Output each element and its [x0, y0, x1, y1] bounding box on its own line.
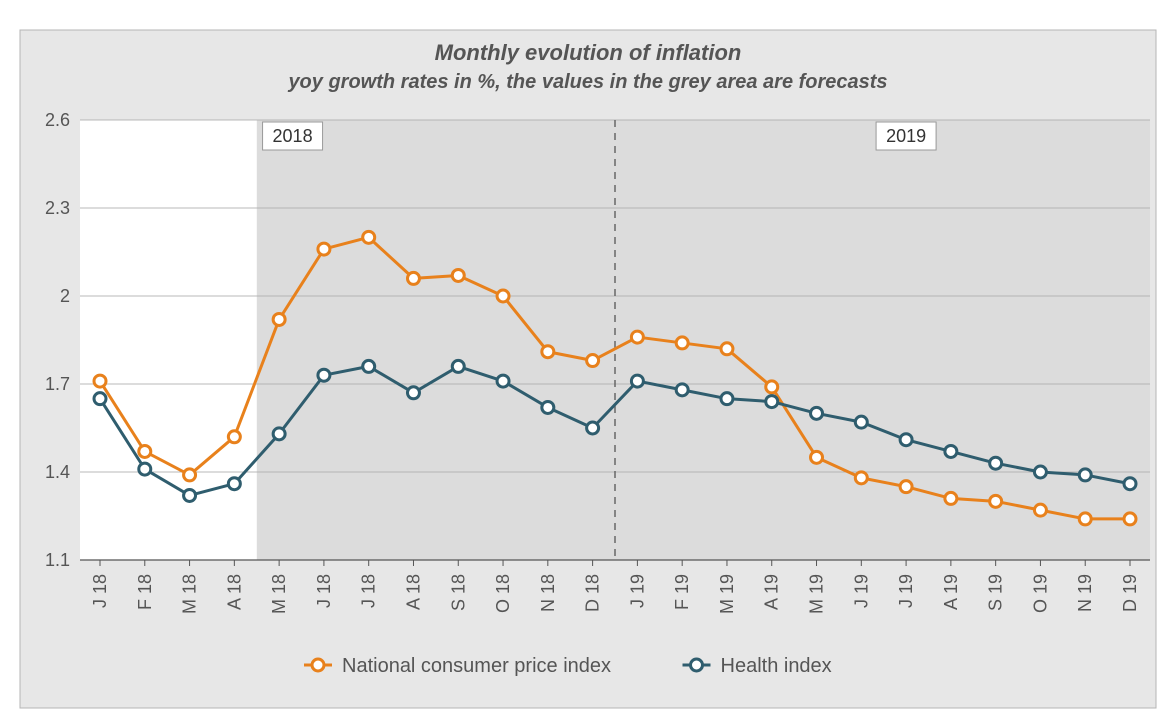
x-tick-label: F 19: [672, 574, 692, 610]
year-label: 2019: [886, 126, 926, 146]
series-marker: [542, 346, 554, 358]
series-marker: [228, 478, 240, 490]
series-marker: [363, 231, 375, 243]
series-marker: [273, 313, 285, 325]
series-marker: [1034, 466, 1046, 478]
series-marker: [184, 489, 196, 501]
x-tick-label: J 18: [314, 574, 334, 608]
x-tick-label: M 19: [717, 574, 737, 614]
series-marker: [1079, 469, 1091, 481]
series-marker: [855, 472, 867, 484]
x-tick-label: M 18: [180, 574, 200, 614]
series-marker: [990, 457, 1002, 469]
x-tick-label: O 18: [493, 574, 513, 613]
legend-label: National consumer price index: [342, 655, 611, 677]
x-tick-label: J 19: [851, 574, 871, 608]
series-marker: [497, 290, 509, 302]
y-tick-label: 1.1: [45, 550, 70, 570]
series-marker: [94, 393, 106, 405]
x-tick-label: A 19: [762, 574, 782, 610]
series-marker: [139, 445, 151, 457]
x-tick-label: S 19: [986, 574, 1006, 611]
x-tick-label: F 18: [135, 574, 155, 610]
series-marker: [811, 451, 823, 463]
series-marker: [273, 428, 285, 440]
x-tick-label: O 19: [1030, 574, 1050, 613]
legend-marker-sample: [312, 659, 324, 671]
legend-marker-sample: [691, 659, 703, 671]
series-marker: [407, 272, 419, 284]
legend-label: Health index: [721, 655, 832, 677]
series-marker: [676, 384, 688, 396]
chart-subtitle: yoy growth rates in %, the values in the…: [287, 71, 887, 93]
x-tick-label: A 18: [224, 574, 244, 610]
x-tick-label: S 18: [448, 574, 468, 611]
series-marker: [497, 375, 509, 387]
series-marker: [542, 401, 554, 413]
series-marker: [766, 396, 778, 408]
series-marker: [407, 387, 419, 399]
x-tick-label: N 18: [538, 574, 558, 612]
x-tick-label: D 18: [583, 574, 603, 612]
series-marker: [94, 375, 106, 387]
chart-title: Monthly evolution of inflation: [435, 40, 742, 65]
x-tick-label: J 18: [90, 574, 110, 608]
y-tick-label: 1.4: [45, 462, 70, 482]
inflation-chart: Monthly evolution of inflation yoy growth…: [0, 0, 1176, 728]
series-marker: [721, 343, 733, 355]
series-marker: [945, 492, 957, 504]
series-marker: [318, 369, 330, 381]
x-tick-label: M 19: [807, 574, 827, 614]
y-tick-label: 2: [60, 286, 70, 306]
series-marker: [587, 422, 599, 434]
series-marker: [900, 434, 912, 446]
x-tick-label: J 19: [627, 574, 647, 608]
forecast-region: [257, 120, 1150, 560]
x-tick-label: N 19: [1075, 574, 1095, 612]
series-marker: [228, 431, 240, 443]
series-marker: [811, 407, 823, 419]
series-marker: [1079, 513, 1091, 525]
x-tick-label: J 18: [359, 574, 379, 608]
series-marker: [945, 445, 957, 457]
year-label: 2018: [273, 126, 313, 146]
series-marker: [900, 481, 912, 493]
x-tick-label: A 19: [941, 574, 961, 610]
series-marker: [318, 243, 330, 255]
series-marker: [184, 469, 196, 481]
y-tick-label: 2.3: [45, 198, 70, 218]
series-marker: [631, 375, 643, 387]
series-marker: [452, 269, 464, 281]
series-marker: [1124, 478, 1136, 490]
series-marker: [1034, 504, 1046, 516]
series-marker: [855, 416, 867, 428]
series-marker: [990, 495, 1002, 507]
series-marker: [363, 360, 375, 372]
x-tick-label: M 18: [269, 574, 289, 614]
chart-svg: Monthly evolution of inflation yoy growth…: [0, 0, 1176, 728]
y-tick-label: 2.6: [45, 110, 70, 130]
x-tick-label: D 19: [1120, 574, 1140, 612]
series-marker: [721, 393, 733, 405]
series-marker: [631, 331, 643, 343]
series-marker: [139, 463, 151, 475]
y-tick-label: 1.7: [45, 374, 70, 394]
x-tick-label: A 18: [403, 574, 423, 610]
series-marker: [766, 381, 778, 393]
series-marker: [676, 337, 688, 349]
series-marker: [1124, 513, 1136, 525]
x-tick-label: J 19: [896, 574, 916, 608]
plot-background: [80, 120, 257, 560]
series-marker: [587, 355, 599, 367]
series-marker: [452, 360, 464, 372]
